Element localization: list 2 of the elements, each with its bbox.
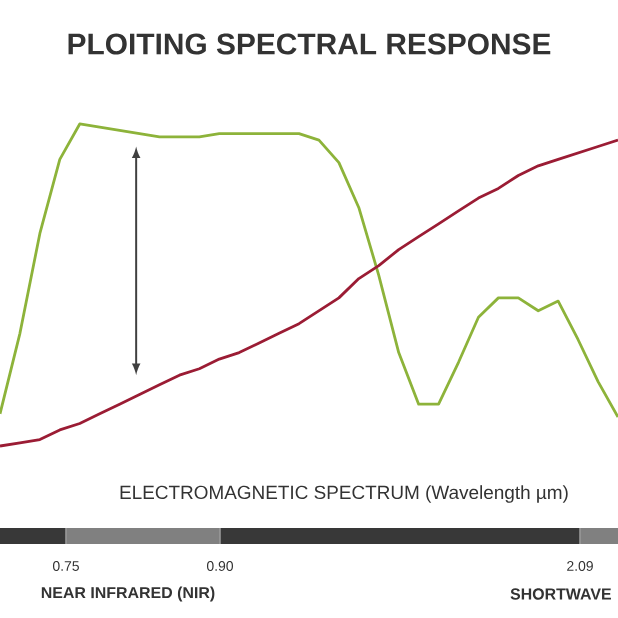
chart-title: PLOITING SPECTRAL RESPONSE bbox=[68, 33, 551, 55]
x-axis-title: ELECTROMAGNETIC SPECTRUM (Wavelength µm) bbox=[120, 485, 568, 503]
